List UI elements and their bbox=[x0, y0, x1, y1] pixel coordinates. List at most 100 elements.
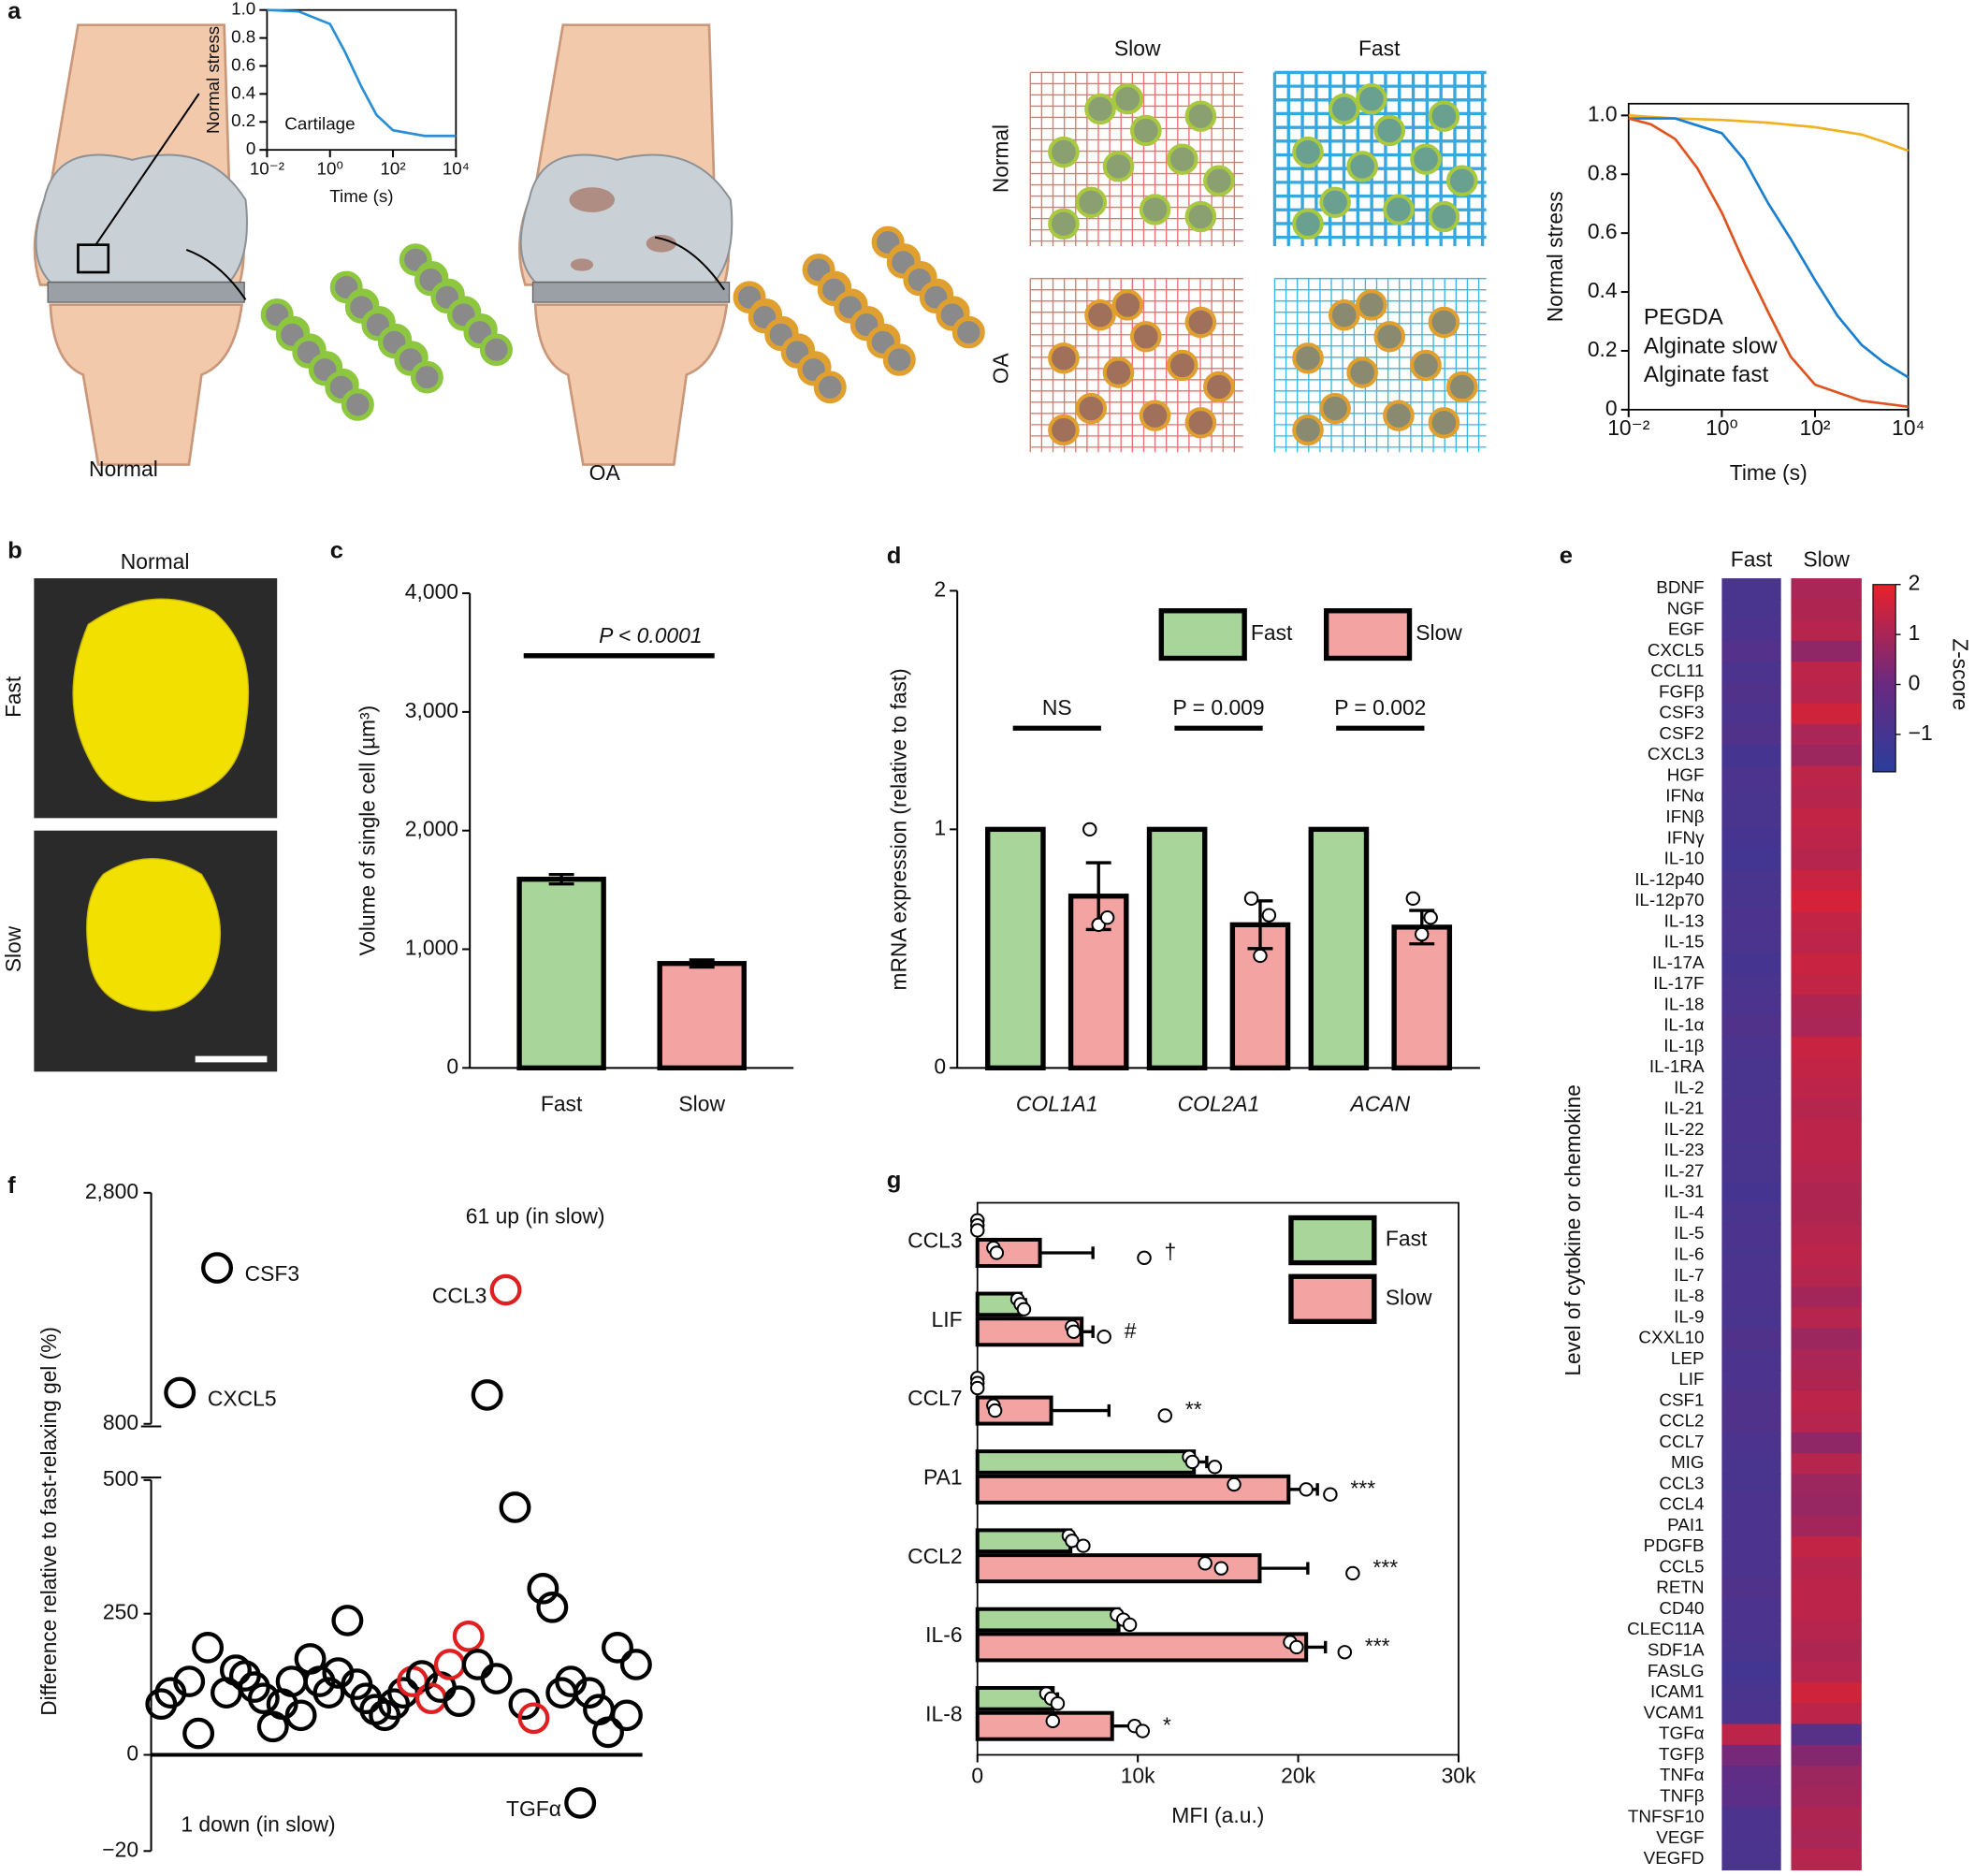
bar bbox=[985, 826, 1046, 1070]
embedded-cell bbox=[1184, 100, 1217, 132]
bar bbox=[1146, 826, 1208, 1070]
heat-cell bbox=[1791, 828, 1862, 851]
y-tick-label: 2,800 bbox=[85, 1179, 138, 1203]
data-point bbox=[1243, 891, 1259, 906]
heat-cell bbox=[1791, 1390, 1862, 1413]
y-tick-label: IL-6 bbox=[925, 1622, 962, 1647]
embedded-cell bbox=[1102, 356, 1135, 388]
heat-cell bbox=[1721, 1807, 1781, 1829]
heat-cell bbox=[1791, 765, 1862, 788]
heat-cell bbox=[1721, 1161, 1781, 1184]
embedded-cell bbox=[1075, 392, 1108, 425]
y-tick-label: 0.4 bbox=[1588, 278, 1618, 302]
row-label: IL-15 bbox=[1664, 932, 1705, 952]
heat-cell bbox=[1791, 869, 1862, 892]
heat-cell bbox=[1791, 1432, 1862, 1454]
y-tick-label: LIF bbox=[932, 1307, 963, 1331]
heat-cell bbox=[1791, 1453, 1862, 1476]
cell-render bbox=[86, 858, 222, 1011]
panel-letter: b bbox=[7, 538, 22, 564]
data-point bbox=[987, 1403, 1003, 1418]
heat-cell bbox=[1721, 1827, 1781, 1850]
annotation: ** bbox=[1185, 1397, 1202, 1421]
row-label: TNFα bbox=[1660, 1765, 1705, 1784]
heat-cell bbox=[1791, 599, 1862, 621]
data-point bbox=[1415, 926, 1430, 942]
row-label: IL-1RA bbox=[1649, 1056, 1705, 1076]
y-tick-label: 0 bbox=[1605, 396, 1618, 420]
row-label: CLEC11A bbox=[1627, 1619, 1705, 1638]
embedded-cell bbox=[1292, 208, 1324, 240]
row-label: MIG bbox=[1671, 1452, 1705, 1472]
legend-entry: PEGDA bbox=[1644, 305, 1724, 330]
heat-cell bbox=[1791, 1515, 1862, 1537]
data-point bbox=[452, 1620, 485, 1652]
row-label: IL-1β bbox=[1663, 1036, 1704, 1055]
embedded-cell bbox=[1319, 392, 1351, 425]
embedded-cell bbox=[1048, 414, 1080, 446]
y-tick-label: 1.0 bbox=[231, 0, 255, 19]
row-label: BDNF bbox=[1656, 577, 1704, 597]
y-axis-label: Level of cytokine or chemokine bbox=[1561, 1084, 1585, 1375]
heat-cell bbox=[1721, 1849, 1781, 1870]
cell bbox=[341, 388, 374, 421]
data-point bbox=[1135, 1723, 1151, 1738]
row-label: EGF bbox=[1668, 619, 1705, 639]
row-label: SDF1A bbox=[1648, 1640, 1705, 1660]
data-point bbox=[1345, 1565, 1360, 1581]
error-bar bbox=[1259, 1562, 1310, 1575]
series-line bbox=[1628, 117, 1909, 408]
heat-cell bbox=[1791, 682, 1862, 705]
data-point bbox=[312, 1677, 345, 1709]
heat-cell bbox=[1791, 1578, 1862, 1600]
heat-cell bbox=[1791, 578, 1862, 600]
y-tick-label: 250 bbox=[103, 1600, 138, 1624]
y-axis-label: Normal stress bbox=[1543, 191, 1567, 322]
data-point bbox=[1137, 1250, 1152, 1266]
heat-cell bbox=[1791, 619, 1862, 642]
row-label: IL-23 bbox=[1664, 1140, 1705, 1159]
heat-cell bbox=[1791, 745, 1862, 767]
row-label: IL-12p40 bbox=[1634, 869, 1704, 889]
heat-cell bbox=[1791, 1494, 1862, 1517]
embedded-cell bbox=[1111, 289, 1144, 321]
annotation: 1 down (in slow) bbox=[181, 1812, 335, 1837]
error-bar bbox=[689, 958, 715, 969]
heat-cell bbox=[1791, 1244, 1862, 1267]
heat-cell bbox=[1721, 1474, 1781, 1496]
y-tick-label: 3,000 bbox=[405, 698, 458, 722]
row-label: TNFβ bbox=[1660, 1785, 1705, 1805]
row-label: ICAM1 bbox=[1650, 1681, 1705, 1701]
legend-swatch bbox=[1158, 608, 1247, 662]
heat-cell bbox=[1791, 995, 1862, 1017]
heat-cell bbox=[1791, 1265, 1862, 1287]
data-point bbox=[1323, 1487, 1338, 1502]
cell bbox=[951, 315, 985, 349]
heat-cell bbox=[1721, 1620, 1781, 1642]
heat-cell bbox=[1791, 1703, 1862, 1725]
heat-cell bbox=[1721, 765, 1781, 788]
row-label: NGF bbox=[1667, 598, 1705, 618]
series-line bbox=[267, 8, 457, 138]
heat-cell bbox=[1721, 1328, 1781, 1350]
embedded-cell bbox=[1346, 151, 1378, 182]
heat-cell bbox=[1721, 1265, 1781, 1287]
cell-render bbox=[72, 598, 250, 802]
data-point bbox=[182, 1717, 215, 1750]
data-point bbox=[461, 1649, 494, 1680]
data-point bbox=[499, 1491, 531, 1523]
data-point bbox=[610, 1699, 643, 1732]
row-label: IL-21 bbox=[1664, 1098, 1705, 1118]
embedded-cell bbox=[1292, 342, 1324, 374]
row-label: IL-31 bbox=[1664, 1182, 1705, 1201]
annotation: P < 0.0001 bbox=[599, 623, 702, 647]
series-line bbox=[1628, 117, 1910, 379]
heat-cell bbox=[1721, 1182, 1781, 1204]
embedded-cell bbox=[1129, 114, 1162, 147]
row-label: IL-18 bbox=[1664, 994, 1705, 1013]
heat-cell bbox=[1721, 745, 1781, 767]
row-label: IL-10 bbox=[1664, 849, 1705, 868]
grid-row-label: OA bbox=[989, 353, 1013, 385]
annotation: # bbox=[1125, 1318, 1137, 1343]
